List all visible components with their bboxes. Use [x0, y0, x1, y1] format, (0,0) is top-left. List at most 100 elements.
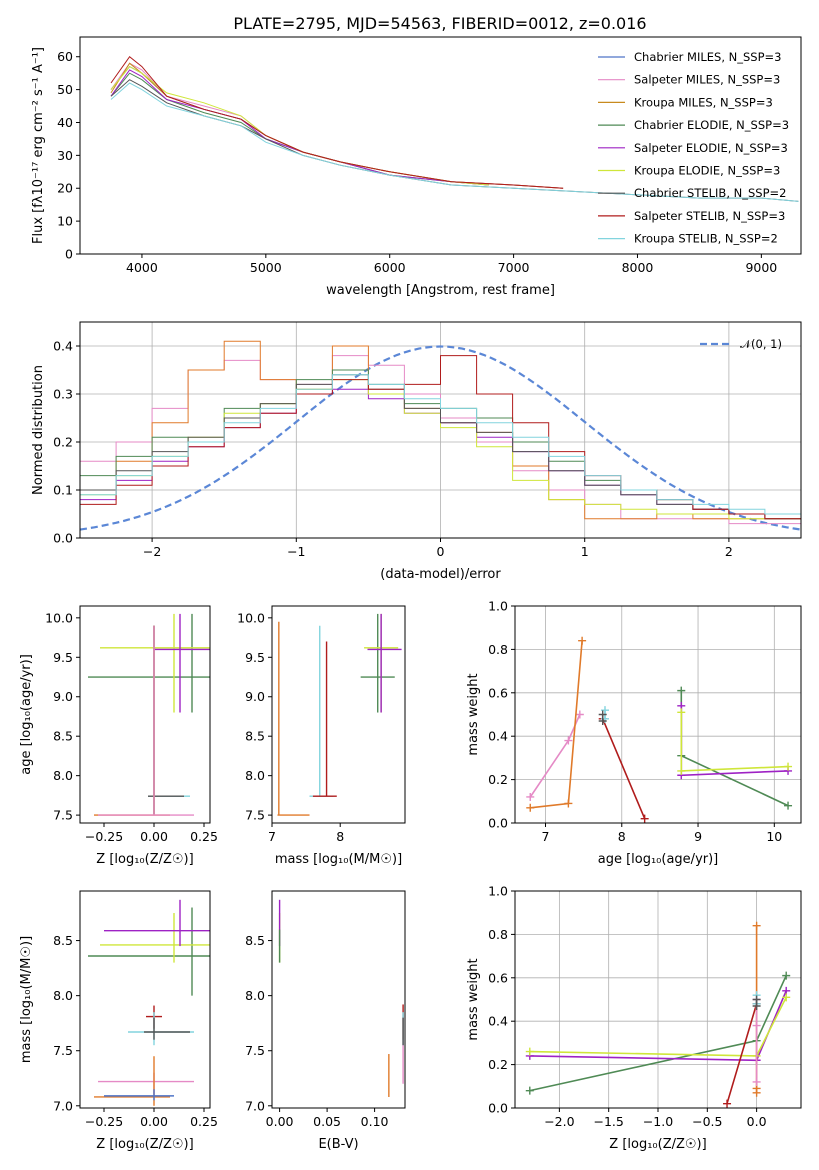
marker-point: [784, 801, 793, 810]
histogram-series-7: [80, 374, 801, 515]
x-axis-label: (data-model)/error: [380, 567, 501, 582]
legend-entry: Kroupa MILES, N_SSP=3: [634, 95, 773, 109]
plot-area: [278, 899, 404, 1097]
y-tick-label: 0.0: [488, 1101, 508, 1116]
series-line-1: [110, 62, 564, 189]
plot-area: [277, 613, 402, 816]
legend-entry: 𝒩(0, 1): [740, 337, 782, 351]
y-tick-label: 1.0: [488, 599, 508, 614]
y-tick-label: 8.0: [245, 768, 265, 783]
panel-age_vs_mass: 7 8 7.5 8.0 8.5 9.0 9.5 10.0 mass [log₁₀(M/M☉)]: [237, 605, 406, 867]
y-axis-label: Normed distribution: [31, 365, 46, 495]
plot-area: [80, 340, 801, 531]
y-tick-label: 0.2: [488, 1057, 508, 1072]
x-tick-label: 8: [618, 829, 626, 844]
marker-point: [752, 1021, 761, 1030]
marker-point: [575, 710, 584, 719]
panel-massweight_vs_Z: −2.0 −1.5 −1.0 −0.5 0.0 0.0 0.2 0.4 0.6 0.8 1.0 Z […: [466, 884, 802, 1152]
y-tick-label: 7.0: [245, 1098, 265, 1113]
y-tick-label: 0.4: [53, 339, 73, 354]
marker-point: [677, 766, 686, 775]
y-axis-label: mass weight: [466, 958, 481, 1040]
marker-point: [723, 1099, 732, 1108]
y-tick-label: 8.5: [245, 933, 265, 948]
plot-area: [88, 899, 210, 1106]
marker-point: [782, 993, 791, 1002]
marker-point: [600, 706, 609, 715]
y-tick-label: 7.5: [245, 808, 265, 823]
panels-group: 4000 5000 6000 7000 8000 90000102030405060wav…: [19, 36, 802, 1152]
panel-age_vs_Z: −0.25 0.00 0.25 7.5 8.0 8.5 9.0 9.5 10.0 Z [log₁₀…: [19, 605, 218, 867]
marker-point: [598, 717, 607, 726]
x-tick-label: 9000: [745, 260, 777, 275]
x-tick-label: 5000: [250, 260, 282, 275]
y-tick-label: 8.0: [53, 988, 73, 1003]
x-tick-label: −0.5: [692, 1114, 722, 1129]
x-tick-label: −0.25: [85, 829, 123, 844]
y-tick-label: 0.6: [488, 970, 508, 985]
legend-entry: Chabrier MILES, N_SSP=3: [634, 50, 781, 64]
y-tick-label: 8.5: [245, 729, 265, 744]
marker-point: [640, 814, 649, 823]
plot-area: [525, 921, 791, 1108]
x-tick-label: 8: [336, 829, 344, 844]
histogram-series-5: [80, 374, 801, 520]
marker-point: [782, 971, 791, 980]
y-tick-label: 0.2: [53, 435, 73, 450]
marker-point: [752, 1077, 761, 1086]
x-tick-label: 7: [542, 829, 550, 844]
axes-frame: [271, 890, 406, 1109]
marker-point: [677, 686, 686, 695]
axes-frame: [79, 890, 211, 1109]
series-line-5: [601, 718, 646, 820]
y-tick-label: 0.3: [53, 387, 73, 402]
legend-entry: Salpeter MILES, N_SSP=3: [634, 73, 780, 87]
y-tick-label: 10.0: [237, 610, 265, 625]
x-tick-label: 8000: [622, 260, 654, 275]
x-axis-label: wavelength [Angstrom, rest frame]: [326, 283, 555, 298]
y-tick-label: 0.0: [53, 531, 73, 546]
y-tick-label: 10.0: [45, 610, 73, 625]
y-tick-label: 0.8: [488, 927, 508, 942]
x-tick-label: 0.00: [266, 1114, 294, 1129]
y-tick-label: 0.4: [488, 729, 508, 744]
legend-entry: Chabrier ELODIE, N_SSP=3: [634, 118, 789, 132]
y-tick-label: 0.1: [53, 483, 73, 498]
y-tick-label: 7.0: [53, 1098, 73, 1113]
y-tick-label: 10: [57, 214, 73, 229]
x-tick-label: 0.10: [361, 1114, 389, 1129]
axes-frame: [79, 605, 211, 824]
plot-area: [526, 636, 793, 823]
x-tick-label: 7000: [498, 260, 530, 275]
series-line-5: [110, 65, 489, 186]
x-tick-label: 9: [694, 829, 702, 844]
y-tick-label: 7.5: [245, 1043, 265, 1058]
axes-frame: [271, 605, 406, 824]
x-tick-label: −1.0: [643, 1114, 673, 1129]
series-line-2: [110, 62, 564, 189]
x-tick-label: −1.5: [594, 1114, 624, 1129]
y-axis-label: mass [log₁₀(M/M☉)]: [19, 936, 34, 1063]
marker-point: [526, 803, 535, 812]
series-line-4: [110, 69, 489, 186]
y-tick-label: 8.0: [53, 768, 73, 783]
marker-point: [564, 799, 573, 808]
x-tick-label: 0.0: [747, 1114, 767, 1129]
x-tick-label: 0.25: [190, 1114, 218, 1129]
x-tick-label: 0.00: [140, 1114, 168, 1129]
marker-point: [525, 1086, 534, 1095]
legend-entry: Kroupa ELODIE, N_SSP=3: [634, 164, 780, 178]
legend: 𝒩(0, 1): [700, 337, 782, 351]
y-tick-label: 8.5: [53, 729, 73, 744]
series-line-3: [680, 705, 789, 777]
series-line-1: [530, 640, 583, 809]
x-tick-label: 6000: [374, 260, 406, 275]
y-tick-label: 0.8: [488, 642, 508, 657]
x-axis-label: Z [log₁₀(Z/Z☉)]: [609, 1137, 706, 1152]
x-tick-label: 0.25: [190, 829, 218, 844]
legend-entry: Chabrier STELIB, N_SSP=2: [634, 186, 786, 200]
plot-area: [88, 613, 210, 816]
panel-mass_vs_Z: −0.25 0.00 0.25 7.0 7.5 8.0 8.5 Z [log₁₀(Z/Z☉)]…: [19, 890, 218, 1152]
series-line-8: [110, 82, 799, 202]
series-line-7: [110, 55, 564, 189]
